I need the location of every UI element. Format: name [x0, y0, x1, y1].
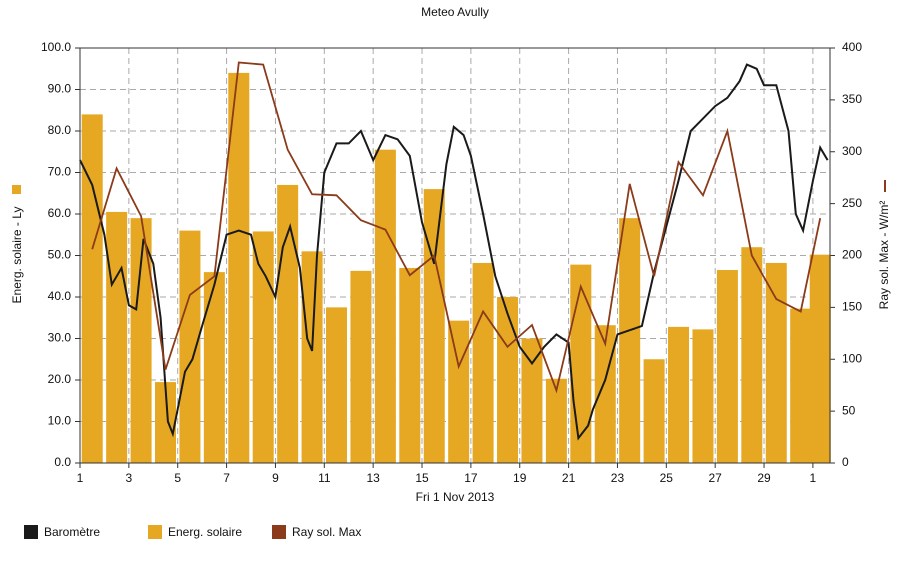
x-tick-label: 13	[366, 471, 380, 485]
bar	[130, 218, 152, 463]
bar	[809, 254, 831, 463]
bar	[668, 326, 690, 463]
bar	[716, 270, 738, 463]
y-tick-label: 30.0	[48, 331, 72, 345]
bar	[326, 307, 348, 463]
bar	[448, 320, 470, 463]
bar	[155, 382, 177, 463]
line	[79, 63, 829, 441]
legend-label: Baromètre	[44, 525, 100, 539]
x-tick-label: 5	[174, 471, 181, 485]
y2-tick-label: 50	[842, 403, 856, 417]
bar	[619, 218, 641, 463]
x-tick-label: 1	[77, 471, 84, 485]
y2-tick-label: 350	[842, 92, 862, 106]
y-tick-label: 100.0	[41, 40, 71, 54]
x-axis-title: Fri 1 Nov 2013	[416, 490, 495, 504]
x-tick-label: 11	[318, 471, 331, 485]
x-tick-label: 17	[464, 471, 478, 485]
chart-title: Meteo Avully	[421, 5, 489, 19]
y2-tick-label: 0	[842, 455, 849, 469]
y-tick-label: 10.0	[48, 414, 72, 428]
axis-key	[12, 185, 21, 194]
bar	[203, 272, 225, 463]
bar	[692, 329, 714, 463]
x-tick-label: 19	[513, 471, 527, 485]
legend-swatch	[148, 525, 162, 539]
legend-label: Ray sol. Max	[292, 525, 361, 539]
bar	[106, 211, 128, 463]
bar	[643, 359, 665, 463]
plot-border	[79, 47, 831, 464]
bar	[570, 264, 592, 463]
y2-tick-label: 100	[842, 351, 862, 365]
line	[91, 61, 822, 394]
y-tick-label: 90.0	[48, 82, 72, 96]
bar	[399, 267, 421, 463]
bar	[374, 149, 396, 464]
x-tick-label: 25	[660, 471, 674, 485]
bar	[521, 338, 543, 463]
legend-swatch	[24, 525, 38, 539]
bar	[228, 72, 250, 464]
y-tick-label: 60.0	[48, 206, 72, 220]
bar	[277, 184, 299, 463]
y2-tick-label: 300	[842, 144, 862, 158]
legend-swatch	[272, 525, 286, 539]
x-tick-label: 9	[272, 471, 279, 485]
bar	[545, 378, 567, 463]
x-tick-label: 1	[810, 471, 817, 485]
x-tick-label: 7	[223, 471, 230, 485]
bar	[350, 270, 372, 463]
y-tick-label: 0.0	[54, 455, 71, 469]
x-tick-label: 27	[708, 471, 722, 485]
bar	[423, 189, 445, 463]
bar	[497, 297, 519, 463]
bar	[765, 262, 787, 463]
y2-tick-label: 250	[842, 196, 862, 210]
bar	[179, 230, 201, 463]
y-tick-label: 20.0	[48, 372, 72, 386]
bar	[301, 251, 323, 463]
y-tick-label: 40.0	[48, 289, 72, 303]
y-axis-title: Energ. solaire - Ly	[10, 207, 24, 304]
bar	[790, 308, 812, 463]
bar	[472, 262, 494, 463]
y2-axis-title: Ray sol. Max - W/m²	[877, 201, 891, 310]
x-tick-label: 29	[757, 471, 771, 485]
x-tick-label: 3	[126, 471, 133, 485]
x-tick-label: 23	[611, 471, 625, 485]
y-tick-label: 80.0	[48, 123, 72, 137]
bar	[252, 231, 274, 463]
y-tick-label: 50.0	[48, 248, 72, 262]
legend-label: Energ. solaire	[168, 525, 242, 539]
x-tick-label: 15	[415, 471, 429, 485]
y-tick-label: 70.0	[48, 165, 72, 179]
y2-tick-label: 400	[842, 40, 862, 54]
bar	[741, 247, 763, 463]
y2-tick-label: 150	[842, 300, 862, 314]
y2-tick-label: 200	[842, 248, 862, 262]
x-tick-label: 21	[562, 471, 576, 485]
bar	[81, 114, 103, 464]
